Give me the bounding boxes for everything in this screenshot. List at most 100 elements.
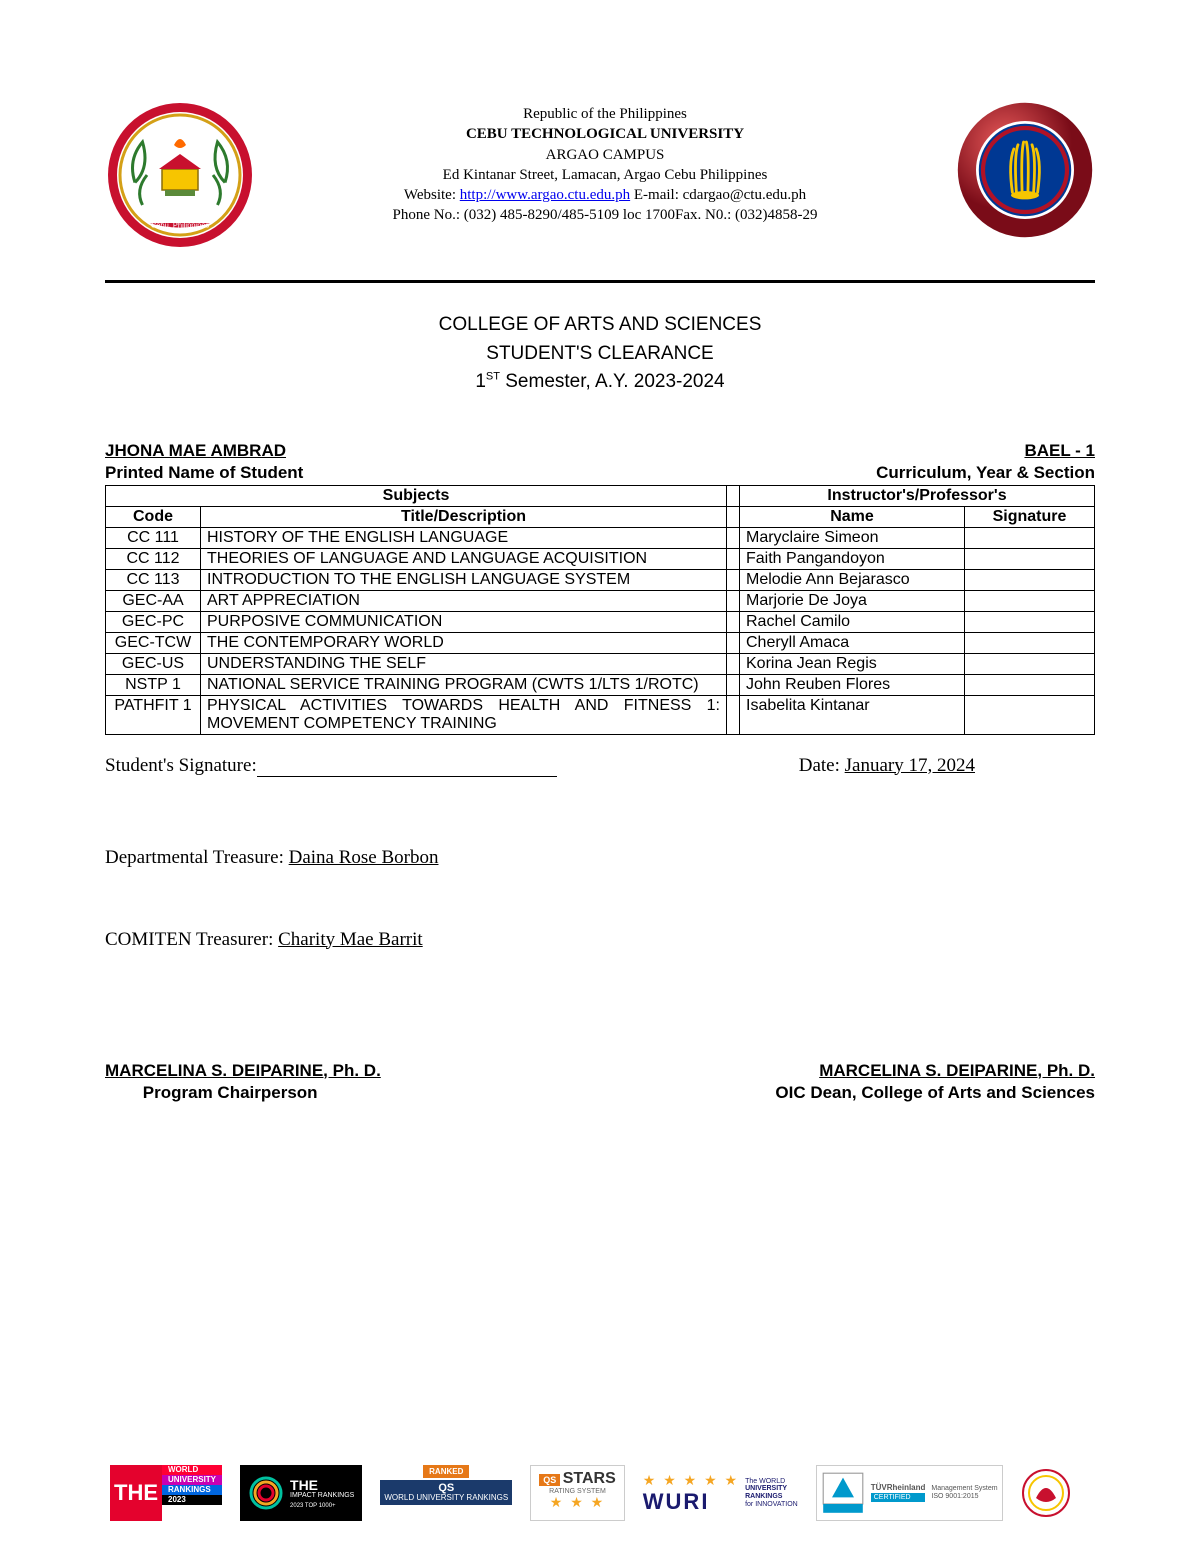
w1: The WORLD <box>745 1478 798 1486</box>
divider <box>105 280 1095 283</box>
student-name-label: Printed Name of Student <box>105 463 303 482</box>
cell-signature[interactable] <box>965 653 1095 674</box>
table-row: GEC-AAART APPRECIATION Marjorie De Joya <box>106 590 1095 611</box>
cell-code: GEC-PC <box>106 611 201 632</box>
tuv-badge-icon: TÜVRheinland CERTIFIED Management System… <box>816 1465 1003 1521</box>
tuv-text: TÜVRheinland CERTIFIED <box>871 1484 926 1502</box>
cell-title: THE CONTEMPORARY WORLD <box>201 632 727 653</box>
iso-text: Management System ISO 9001:2015 <box>931 1485 997 1500</box>
impact-the: THE <box>290 1478 354 1492</box>
wuri-text: WURI <box>643 1489 739 1515</box>
title-header: Title/Description <box>201 506 727 527</box>
republic-line: Republic of the Philippines <box>265 104 945 124</box>
approvers-block: MARCELINA S. DEIPARINE, Ph. D. MARCELINA… <box>105 1061 1095 1103</box>
comiten-name: Charity Mae Barrit <box>278 929 423 950</box>
table-row: NSTP 1NATIONAL SERVICE TRAINING PROGRAM … <box>106 674 1095 695</box>
wuri-badge-icon: ★ ★ ★ ★ ★ WURI The WORLD UNIVERSITY RANK… <box>643 1465 798 1521</box>
website-link[interactable]: http://www.argao.ctu.edu.ph <box>460 187 630 203</box>
qs-ranked-badge-icon: RANKED QS WORLD UNIVERSITY RANKINGS <box>380 1465 512 1521</box>
sem-num: 1 <box>475 371 486 392</box>
cell-title: NATIONAL SERVICE TRAINING PROGRAM (CWTS … <box>201 674 727 695</box>
impact-top: 2023 TOP 1000+ <box>290 1503 354 1509</box>
clearance-table: Subjects Instructor's/Professor's Code T… <box>105 485 1095 735</box>
cell-code: GEC-AA <box>106 590 201 611</box>
cell-code: CC 113 <box>106 569 201 590</box>
cell-title: PURPOSIVE COMMUNICATION <box>201 611 727 632</box>
address-line: Ed Kintanar Street, Lamacan, Argao Cebu … <box>265 165 945 185</box>
cell-instructor: Cheryll Amaca <box>740 632 965 653</box>
university-name: CEBU TECHNOLOGICAL UNIVERSITY <box>265 124 945 144</box>
university-seal-icon: Cebu, Philippines <box>105 100 255 250</box>
cell-code: GEC-TCW <box>106 632 201 653</box>
date-value: January 17, 2024 <box>845 755 975 776</box>
tuv-cert: CERTIFIED <box>871 1493 926 1503</box>
cell-instructor: Korina Jean Regis <box>740 653 965 674</box>
student-signature-row: Student's Signature: Date: January 17, 2… <box>105 755 1095 777</box>
qs2: QS <box>539 1474 560 1486</box>
cell-signature[interactable] <box>965 548 1095 569</box>
the-label: THE <box>110 1465 162 1521</box>
title-line-1: COLLEGE OF ARTS AND SCIENCES <box>105 311 1095 340</box>
comiten-treasurer-line: COMITEN Treasurer: Charity Mae Barrit <box>105 929 1095 951</box>
table-row: PATHFIT 1PHYSICAL ACTIVITIES TOWARDS HEA… <box>106 695 1095 734</box>
the-impact-badge-icon: THE IMPACT RANKINGS 2023 TOP 1000+ <box>240 1465 362 1521</box>
student-sig-label: Student's Signature: <box>105 755 257 777</box>
student-curriculum: BAEL - 1 <box>1024 441 1095 461</box>
b2: UNIVERSITY <box>162 1475 222 1485</box>
stars-icon: ★ ★ ★ <box>550 1495 605 1510</box>
wuri-stars-icon: ★ ★ ★ ★ ★ <box>643 1472 739 1489</box>
cell-gap <box>727 674 740 695</box>
cell-instructor: Melodie Ann Bejarasco <box>740 569 965 590</box>
table-row: GEC-USUNDERSTANDING THE SELFKorina Jean … <box>106 653 1095 674</box>
iso: ISO 9001:2015 <box>931 1493 997 1501</box>
table-row: GEC-PCPURPOSIVE COMMUNICATIONRachel Cami… <box>106 611 1095 632</box>
student-name: JHONA MAE AMBRAD <box>105 441 286 460</box>
dept-label: Departmental Treasure: <box>105 847 289 868</box>
asean-seal-icon <box>955 100 1095 240</box>
the-wur-badge-icon: THE WORLD UNIVERSITY RANKINGS 2023 <box>110 1465 222 1521</box>
svg-text:Cebu, Philippines: Cebu, Philippines <box>151 221 210 230</box>
cell-gap <box>727 527 740 548</box>
cell-title: HISTORY OF THE ENGLISH LANGUAGE <box>201 527 727 548</box>
chairperson-name: MARCELINA S. DEIPARINE, Ph. D. <box>105 1061 381 1080</box>
table-row: GEC-TCWTHE CONTEMPORARY WORLD Cheryll Ama… <box>106 632 1095 653</box>
cell-instructor: Marjorie De Joya <box>740 590 965 611</box>
cell-gap <box>727 695 740 734</box>
chairperson-role: Program Chairperson <box>105 1083 318 1102</box>
cell-title: ART APPRECIATION <box>201 590 727 611</box>
w3: RANKINGS <box>745 1493 798 1501</box>
cell-gap <box>727 611 740 632</box>
tuv-name: TÜVRheinland <box>871 1484 926 1493</box>
cell-title: PHYSICAL ACTIVITIES TOWARDS HEALTH AND F… <box>201 695 727 734</box>
cell-signature[interactable] <box>965 674 1095 695</box>
letterhead-text: Republic of the Philippines CEBU TECHNOL… <box>265 100 945 226</box>
table-body: CC 111HISTORY OF THE ENGLISH LANGUAGEMar… <box>106 527 1095 734</box>
cell-signature[interactable] <box>965 611 1095 632</box>
table-row: CC 113INTRODUCTION TO THE ENGLISH LANGUA… <box>106 569 1095 590</box>
cell-instructor: Isabelita Kintanar <box>740 695 965 734</box>
title-line-3: 1ST Semester, A.Y. 2023-2024 <box>105 368 1095 397</box>
date-label: Date: <box>799 755 845 776</box>
cell-title: UNDERSTANDING THE SELF <box>201 653 727 674</box>
cell-title: INTRODUCTION TO THE ENGLISH LANGUAGE SYS… <box>201 569 727 590</box>
ranked-label: RANKED <box>423 1465 469 1478</box>
cell-signature[interactable] <box>965 590 1095 611</box>
cell-instructor: Maryclaire Simeon <box>740 527 965 548</box>
sem-ordinal: ST <box>486 371 500 383</box>
date-block: Date: January 17, 2024 <box>799 755 975 777</box>
title-line-2: STUDENT'S CLEARANCE <box>105 340 1095 369</box>
cell-signature[interactable] <box>965 632 1095 653</box>
cell-signature[interactable] <box>965 569 1095 590</box>
dean-name: MARCELINA S. DEIPARINE, Ph. D. <box>819 1061 1095 1081</box>
website-line: Website: http://www.argao.ctu.edu.ph E-m… <box>265 185 945 205</box>
letterhead: Cebu, Philippines Republic of the Philip… <box>105 100 1095 250</box>
cell-signature[interactable] <box>965 527 1095 548</box>
phone-line: Phone No.: (032) 485-8290/485-5109 loc 1… <box>265 205 945 225</box>
student-info: JHONA MAE AMBRAD BAEL - 1 Printed Name o… <box>105 441 1095 483</box>
signature-header: Signature <box>965 506 1095 527</box>
student-sig-field[interactable] <box>257 776 557 777</box>
cell-signature[interactable] <box>965 695 1095 734</box>
impact-sub: IMPACT RANKINGS <box>290 1492 354 1499</box>
campus-name: ARGAO CAMPUS <box>265 145 945 165</box>
cell-gap <box>727 569 740 590</box>
